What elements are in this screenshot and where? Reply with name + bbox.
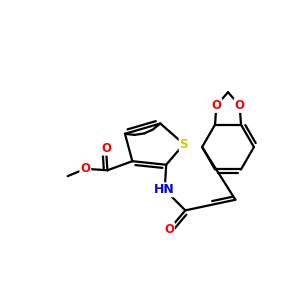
- Text: S: S: [180, 138, 188, 151]
- Text: O: O: [235, 99, 245, 112]
- Text: O: O: [164, 223, 174, 236]
- Text: O: O: [212, 99, 221, 112]
- Text: O: O: [80, 162, 90, 175]
- Text: O: O: [101, 142, 111, 155]
- Text: HN: HN: [154, 183, 175, 196]
